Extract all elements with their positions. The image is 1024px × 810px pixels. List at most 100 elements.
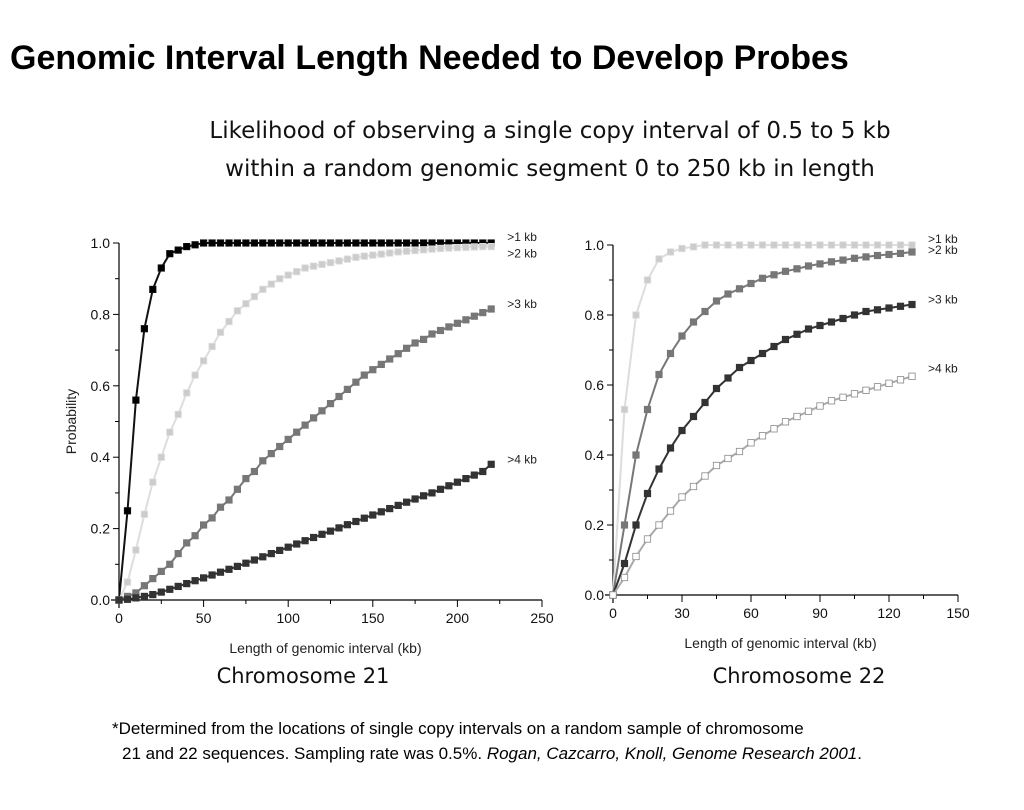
data-point	[394, 248, 402, 256]
data-point	[276, 275, 284, 283]
data-point	[369, 366, 377, 374]
data-point	[352, 378, 360, 386]
data-point	[428, 489, 436, 497]
y-tick-label-chr21: 0.0	[91, 592, 111, 608]
subtitle-line-1: Likelihood of observing a single copy in…	[209, 118, 891, 144]
data-point	[445, 244, 453, 252]
data-point	[259, 457, 267, 465]
x-axis-label-chr21: Length of genomic interval (kb)	[229, 640, 421, 656]
data-point	[747, 439, 755, 447]
series-chr21-3: >4 kb	[115, 452, 537, 604]
data-point	[233, 307, 241, 315]
data-point	[689, 482, 698, 491]
data-point	[827, 258, 836, 266]
data-point	[816, 321, 824, 330]
data-point	[724, 454, 732, 463]
x-axis-label-chr22: Length of genomic interval (kb)	[684, 635, 876, 651]
data-point	[293, 239, 301, 247]
x-tick-label-chr22: 0	[609, 605, 617, 621]
data-point	[666, 248, 675, 256]
data-point	[199, 239, 208, 247]
y-tick-label-chr22: 0.4	[585, 447, 605, 463]
data-point	[632, 451, 640, 459]
data-point	[609, 591, 617, 599]
data-point	[335, 524, 343, 532]
series-label-chr22-2: >3 kb	[928, 293, 958, 307]
data-point	[781, 267, 790, 275]
data-point	[267, 550, 275, 558]
data-point	[678, 244, 686, 253]
data-point	[666, 507, 675, 515]
data-point	[712, 384, 721, 393]
data-point	[166, 560, 174, 568]
data-point	[225, 317, 233, 326]
data-point	[301, 239, 309, 247]
x-tick-label-chr22: 150	[946, 605, 970, 621]
data-point	[793, 330, 801, 338]
x-tick-label-chr21: 200	[446, 610, 470, 626]
data-point	[225, 565, 233, 573]
data-point	[896, 376, 905, 384]
data-point	[896, 241, 905, 249]
data-point	[242, 300, 250, 308]
data-point	[620, 405, 629, 414]
data-point	[747, 241, 755, 249]
data-point	[183, 580, 191, 588]
data-point	[850, 311, 859, 319]
data-point	[216, 328, 225, 336]
data-point	[394, 239, 402, 247]
data-point	[487, 305, 495, 313]
data-point	[781, 335, 790, 344]
data-point	[191, 577, 199, 585]
data-point	[174, 246, 182, 254]
data-point	[233, 562, 241, 571]
data-point	[208, 342, 216, 351]
data-point	[632, 521, 640, 529]
data-point	[132, 546, 140, 554]
data-point	[793, 412, 801, 421]
data-point	[479, 308, 487, 317]
series-label-chr22-3: >4 kb	[928, 361, 958, 375]
footnote-line-2: 21 and 22 sequences. Sampling rate was 0…	[112, 741, 1012, 766]
data-point	[293, 540, 301, 548]
data-point	[140, 592, 148, 601]
data-point	[411, 239, 419, 247]
data-point	[908, 248, 916, 256]
data-point	[250, 556, 258, 564]
data-point	[885, 241, 893, 249]
data-point	[781, 241, 790, 249]
data-point	[216, 568, 225, 576]
data-point	[343, 239, 352, 247]
data-point	[701, 472, 709, 480]
data-point	[885, 379, 893, 387]
data-point	[335, 392, 343, 401]
data-point	[326, 258, 335, 267]
data-point	[377, 508, 385, 516]
data-point	[419, 239, 428, 247]
data-point	[655, 465, 663, 473]
data-point	[250, 467, 258, 476]
data-point	[908, 372, 916, 380]
data-point	[453, 243, 462, 252]
data-point	[284, 239, 292, 247]
data-point	[445, 323, 453, 331]
data-point	[369, 239, 377, 247]
data-point	[896, 249, 905, 257]
y-tick-label-chr21: 0.6	[91, 378, 111, 394]
data-point	[908, 300, 916, 309]
data-point	[678, 332, 686, 340]
data-point	[643, 489, 652, 498]
data-point	[804, 407, 813, 415]
data-point	[267, 280, 275, 288]
data-point	[770, 342, 778, 351]
data-point	[724, 241, 732, 249]
series-label-chr21-3: >4 kb	[507, 452, 537, 466]
plot-chr22: 0.0 0.2 0.4 0.6 0.8 1.0 0 30 60 90 120 150 Length of…	[585, 232, 970, 651]
data-point	[157, 453, 165, 461]
data-point	[402, 239, 411, 247]
footnote-citation: Rogan, Cazcarro, Knoll, Genome Research …	[486, 744, 858, 763]
data-point	[873, 306, 882, 314]
data-point	[386, 249, 394, 257]
data-point	[632, 311, 640, 319]
data-point	[816, 402, 824, 410]
